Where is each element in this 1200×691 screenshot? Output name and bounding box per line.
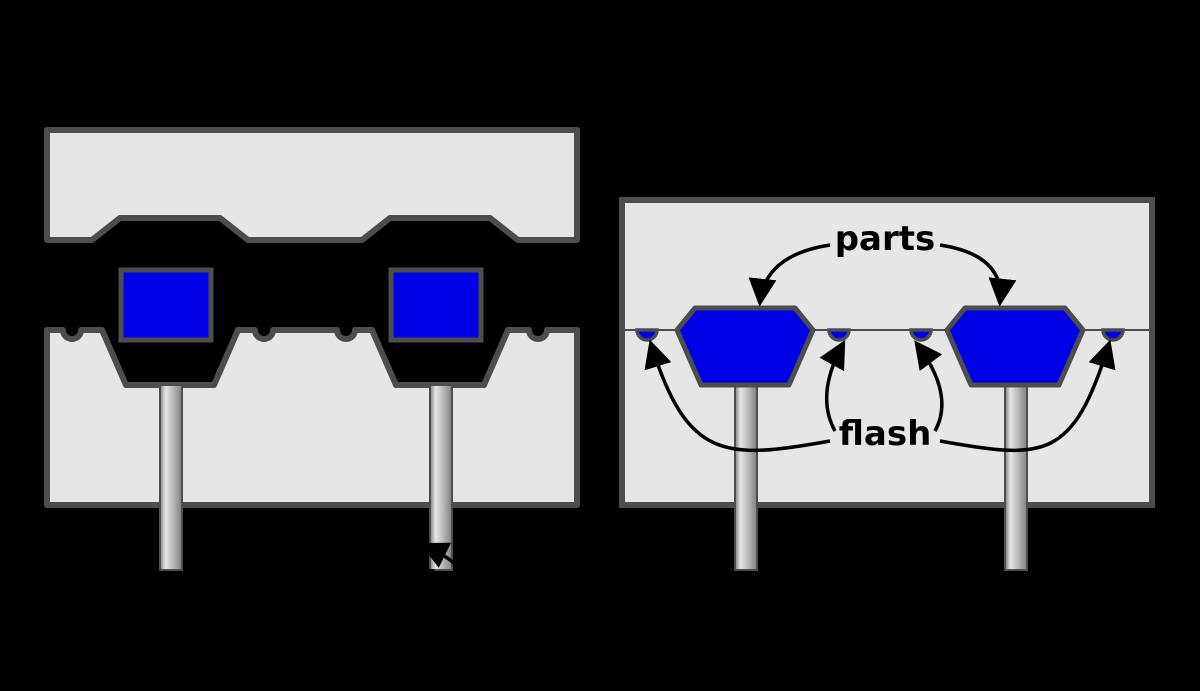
ejector-pin [1005,385,1027,570]
molded-part [677,308,813,385]
flash-bump [637,330,657,340]
parts-label: parts [835,219,936,259]
charge-block [391,270,481,340]
flash-bump [829,330,849,340]
ejector-pin [430,385,452,570]
flash-bump [911,330,931,340]
flash-bump [1103,330,1123,340]
diagram-canvas: ejector pins parts flash [0,0,1200,691]
molded-part [947,308,1083,385]
ejector-pins-label: ejector pins [255,564,482,604]
charge-block [121,270,211,340]
ejector-pin [735,385,757,570]
flash-label: flash [839,414,932,454]
ejector-pin [160,385,182,570]
